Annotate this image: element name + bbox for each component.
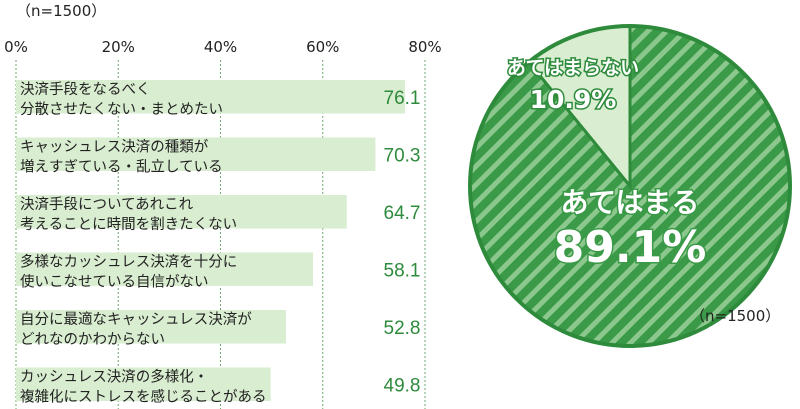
category-label: 考えることに時間を割きたくない: [20, 216, 237, 233]
category-label: 決済手段をなるべく: [20, 81, 151, 98]
data-label: 49.8: [384, 375, 421, 396]
bar: [16, 252, 314, 286]
category-label: カッシュレス決済の多様化・: [20, 369, 208, 386]
bar: [16, 367, 271, 401]
category-label: 多様なカッシュレス決済を十分に: [20, 254, 237, 271]
bar: [16, 137, 376, 171]
data-label: 52.8: [384, 318, 421, 339]
category-label: 増えすぎている・乱立している: [20, 159, 223, 176]
category-label: 分散させたくない・まとめたい: [20, 101, 223, 118]
category-label: 使いこなせている自信がない: [20, 274, 209, 291]
category-label: どれなのかわからない: [20, 331, 165, 348]
pie-outline: [468, 24, 792, 348]
slice-value-label: 89.1%: [554, 222, 707, 273]
x-tick-label: 60%: [306, 38, 339, 56]
data-label: 64.7: [384, 203, 421, 224]
slice-label: あてはまらない: [507, 57, 639, 79]
category-label: 複雑化にストレスを感じることがある: [20, 389, 267, 406]
bar-sample-note: （n=1500）: [16, 2, 107, 20]
pie-sample-note: （n=1500）: [690, 307, 781, 325]
category-label: 決済手段についてあれこれ: [20, 196, 194, 213]
x-tick-label: 80%: [408, 38, 441, 56]
category-label: 自分に最適なキャッシュレス決済が: [20, 310, 252, 328]
x-tick-label: 0%: [4, 38, 28, 56]
data-label: 76.1: [384, 88, 421, 109]
bar: [16, 80, 406, 114]
bar: [16, 195, 347, 229]
category-label: キャッシュレス決済の種類が: [20, 139, 209, 156]
slice-value-label: 10.9%: [530, 85, 617, 114]
data-label: 58.1: [384, 260, 421, 281]
x-tick-label: 20%: [102, 38, 135, 56]
slice-label: あてはまる: [561, 186, 700, 219]
x-tick-label: 40%: [204, 38, 237, 56]
data-label: 70.3: [384, 145, 421, 166]
bar: [16, 310, 286, 344]
